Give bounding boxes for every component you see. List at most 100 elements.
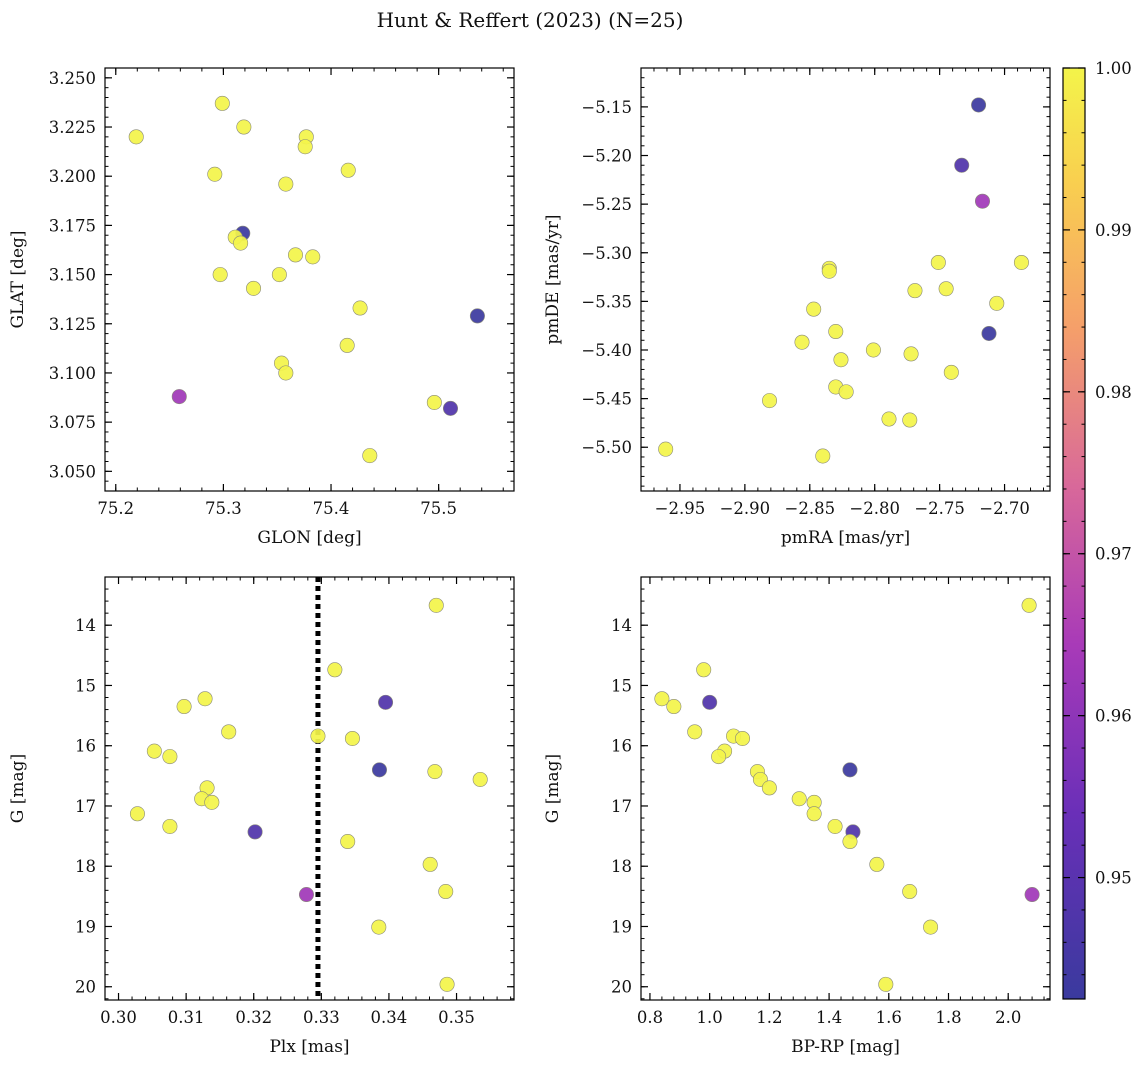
data-point [815, 448, 831, 464]
panel-bprp-g: 0.8 1.0 1.2 1.4 1.6 1.8 2.0 14 15 16 17 18 19 20 BP-RP… [543, 576, 1051, 1057]
x-tick-label: −2.80 [849, 499, 900, 518]
y-tick-label: 3.150 [49, 266, 96, 285]
x-axis-label: pmRA [mas/yr] [781, 528, 910, 548]
data-point [371, 919, 387, 935]
x-tick-label: 1.6 [876, 1008, 902, 1027]
data-point [146, 743, 162, 759]
colorbar-tick-label: 0.98 [1095, 383, 1132, 402]
data-point [907, 283, 923, 299]
panel-glon-glat: 75.2 75.3 75.4 75.5 3.050 3.075 3.100 3.125 3.15… [8, 67, 515, 548]
data-point [687, 724, 703, 740]
data-point [842, 762, 858, 778]
data-point [902, 884, 918, 900]
data-point [233, 235, 249, 251]
y-tick-label: 3.050 [49, 462, 96, 481]
y-axis-label: G [mag] [543, 754, 563, 823]
data-point [438, 884, 454, 900]
y-tick-label: 18 [611, 857, 632, 876]
x-tick-label: 0.31 [168, 1008, 205, 1027]
x-tick-label: −2.75 [914, 499, 965, 518]
data-point [162, 749, 178, 765]
x-tick-label: −2.85 [785, 499, 836, 518]
y-tick-label: −5.45 [581, 390, 632, 409]
data-point [247, 824, 263, 840]
data-point [176, 699, 192, 715]
y-tick-label: 3.250 [49, 69, 96, 88]
data-point [791, 791, 807, 807]
data-point [735, 730, 751, 746]
data-point [340, 834, 356, 850]
data-point [833, 352, 849, 368]
x-tick-label: 0.8 [637, 1008, 663, 1027]
x-tick-label: 2.0 [995, 1008, 1021, 1027]
x-tick-label: −2.70 [979, 499, 1030, 518]
y-tick-label: −5.15 [581, 98, 632, 117]
x-axis-label: BP-RP [mag] [791, 1037, 900, 1057]
x-tick-label: 0.30 [100, 1008, 137, 1027]
data-point [902, 412, 918, 428]
y-tick-label: 3.075 [49, 413, 96, 432]
data-point [878, 976, 894, 992]
x-tick-label: 1.2 [756, 1008, 782, 1027]
data-point [794, 334, 810, 350]
x-tick-label: 1.4 [816, 1008, 842, 1027]
y-tick-label: 15 [611, 676, 632, 695]
data-point [702, 694, 718, 710]
colorbar-tick-label: 1.00 [1095, 59, 1132, 78]
data-point [197, 691, 213, 707]
x-tick-label: 0.32 [235, 1008, 272, 1027]
y-tick-label: −5.35 [581, 292, 632, 311]
x-tick-label: 0.34 [371, 1008, 408, 1027]
data-point [344, 730, 360, 746]
data-point [828, 324, 844, 340]
data-point [129, 806, 145, 822]
data-point [923, 919, 939, 935]
colorbar-tick-label: 0.96 [1095, 707, 1132, 726]
colorbar: 0.95 0.96 0.97 0.98 0.99 1.00 [1062, 59, 1132, 1000]
colorbar-gradient [1062, 67, 1086, 1000]
data-point [297, 139, 313, 155]
y-tick-label: 16 [611, 737, 632, 756]
y-tick-label: 3.125 [49, 315, 96, 334]
y-tick-label: 17 [75, 797, 96, 816]
y-tick-label: 19 [611, 917, 632, 936]
data-point [214, 95, 230, 111]
data-point [1021, 597, 1037, 613]
y-tick-label: −5.50 [581, 438, 632, 457]
data-point [842, 834, 858, 850]
data-point [352, 300, 368, 316]
data-point [981, 325, 997, 341]
data-point [427, 764, 443, 780]
data-point [696, 662, 712, 678]
data-point [298, 887, 314, 903]
data-point [806, 301, 822, 317]
data-point [362, 448, 378, 464]
data-point [207, 166, 223, 182]
data-point [989, 295, 1005, 311]
data-point [339, 337, 355, 353]
data-point [658, 441, 674, 457]
y-axis-label: GLAT [deg] [8, 230, 28, 328]
y-tick-label: 19 [75, 917, 96, 936]
data-point [930, 254, 946, 270]
data-point [1013, 254, 1029, 270]
y-tick-label: 18 [75, 857, 96, 876]
y-tick-label: −5.30 [581, 244, 632, 263]
panel-plx-g: 0.30 0.31 0.32 0.33 0.34 0.35 14 15 16 17 18 19 20 Pl… [8, 576, 515, 1057]
data-point [221, 724, 237, 740]
x-tick-label: −2.95 [655, 499, 706, 518]
data-point [821, 263, 837, 279]
y-tick-label: 14 [611, 616, 632, 635]
y-tick-label: 20 [611, 978, 632, 997]
data-point [162, 818, 178, 834]
data-point [903, 346, 919, 362]
y-tick-label: 3.175 [49, 216, 96, 235]
data-point [278, 365, 294, 381]
data-point [1024, 887, 1040, 903]
data-point [469, 308, 485, 324]
data-point [472, 771, 488, 787]
data-point [971, 97, 987, 113]
y-tick-label: −5.20 [581, 147, 632, 166]
data-point [212, 267, 228, 283]
